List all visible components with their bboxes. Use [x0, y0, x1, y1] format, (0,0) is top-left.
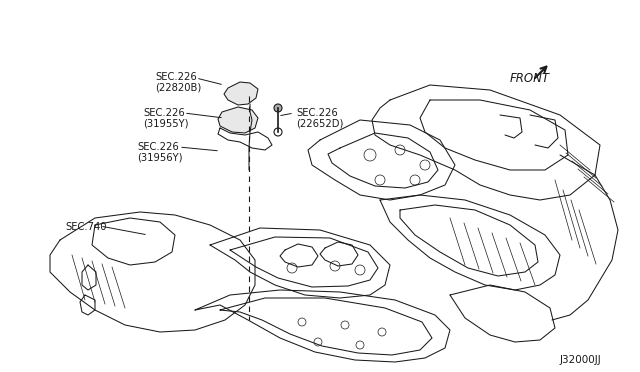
Text: (22820B): (22820B) — [155, 83, 201, 93]
Text: (22652D): (22652D) — [296, 119, 344, 129]
Text: FRONT: FRONT — [510, 72, 550, 85]
Text: (31955Y): (31955Y) — [143, 119, 189, 129]
Text: SEC.226: SEC.226 — [143, 108, 185, 118]
Polygon shape — [224, 82, 258, 105]
Text: SEC.740: SEC.740 — [65, 222, 106, 232]
Text: SEC.226: SEC.226 — [137, 142, 179, 152]
Text: SEC.226: SEC.226 — [296, 108, 338, 118]
Text: J32000JJ: J32000JJ — [560, 355, 602, 365]
Circle shape — [274, 104, 282, 112]
Text: (31956Y): (31956Y) — [137, 153, 182, 163]
Polygon shape — [218, 107, 258, 133]
Text: SEC.226: SEC.226 — [155, 72, 196, 82]
